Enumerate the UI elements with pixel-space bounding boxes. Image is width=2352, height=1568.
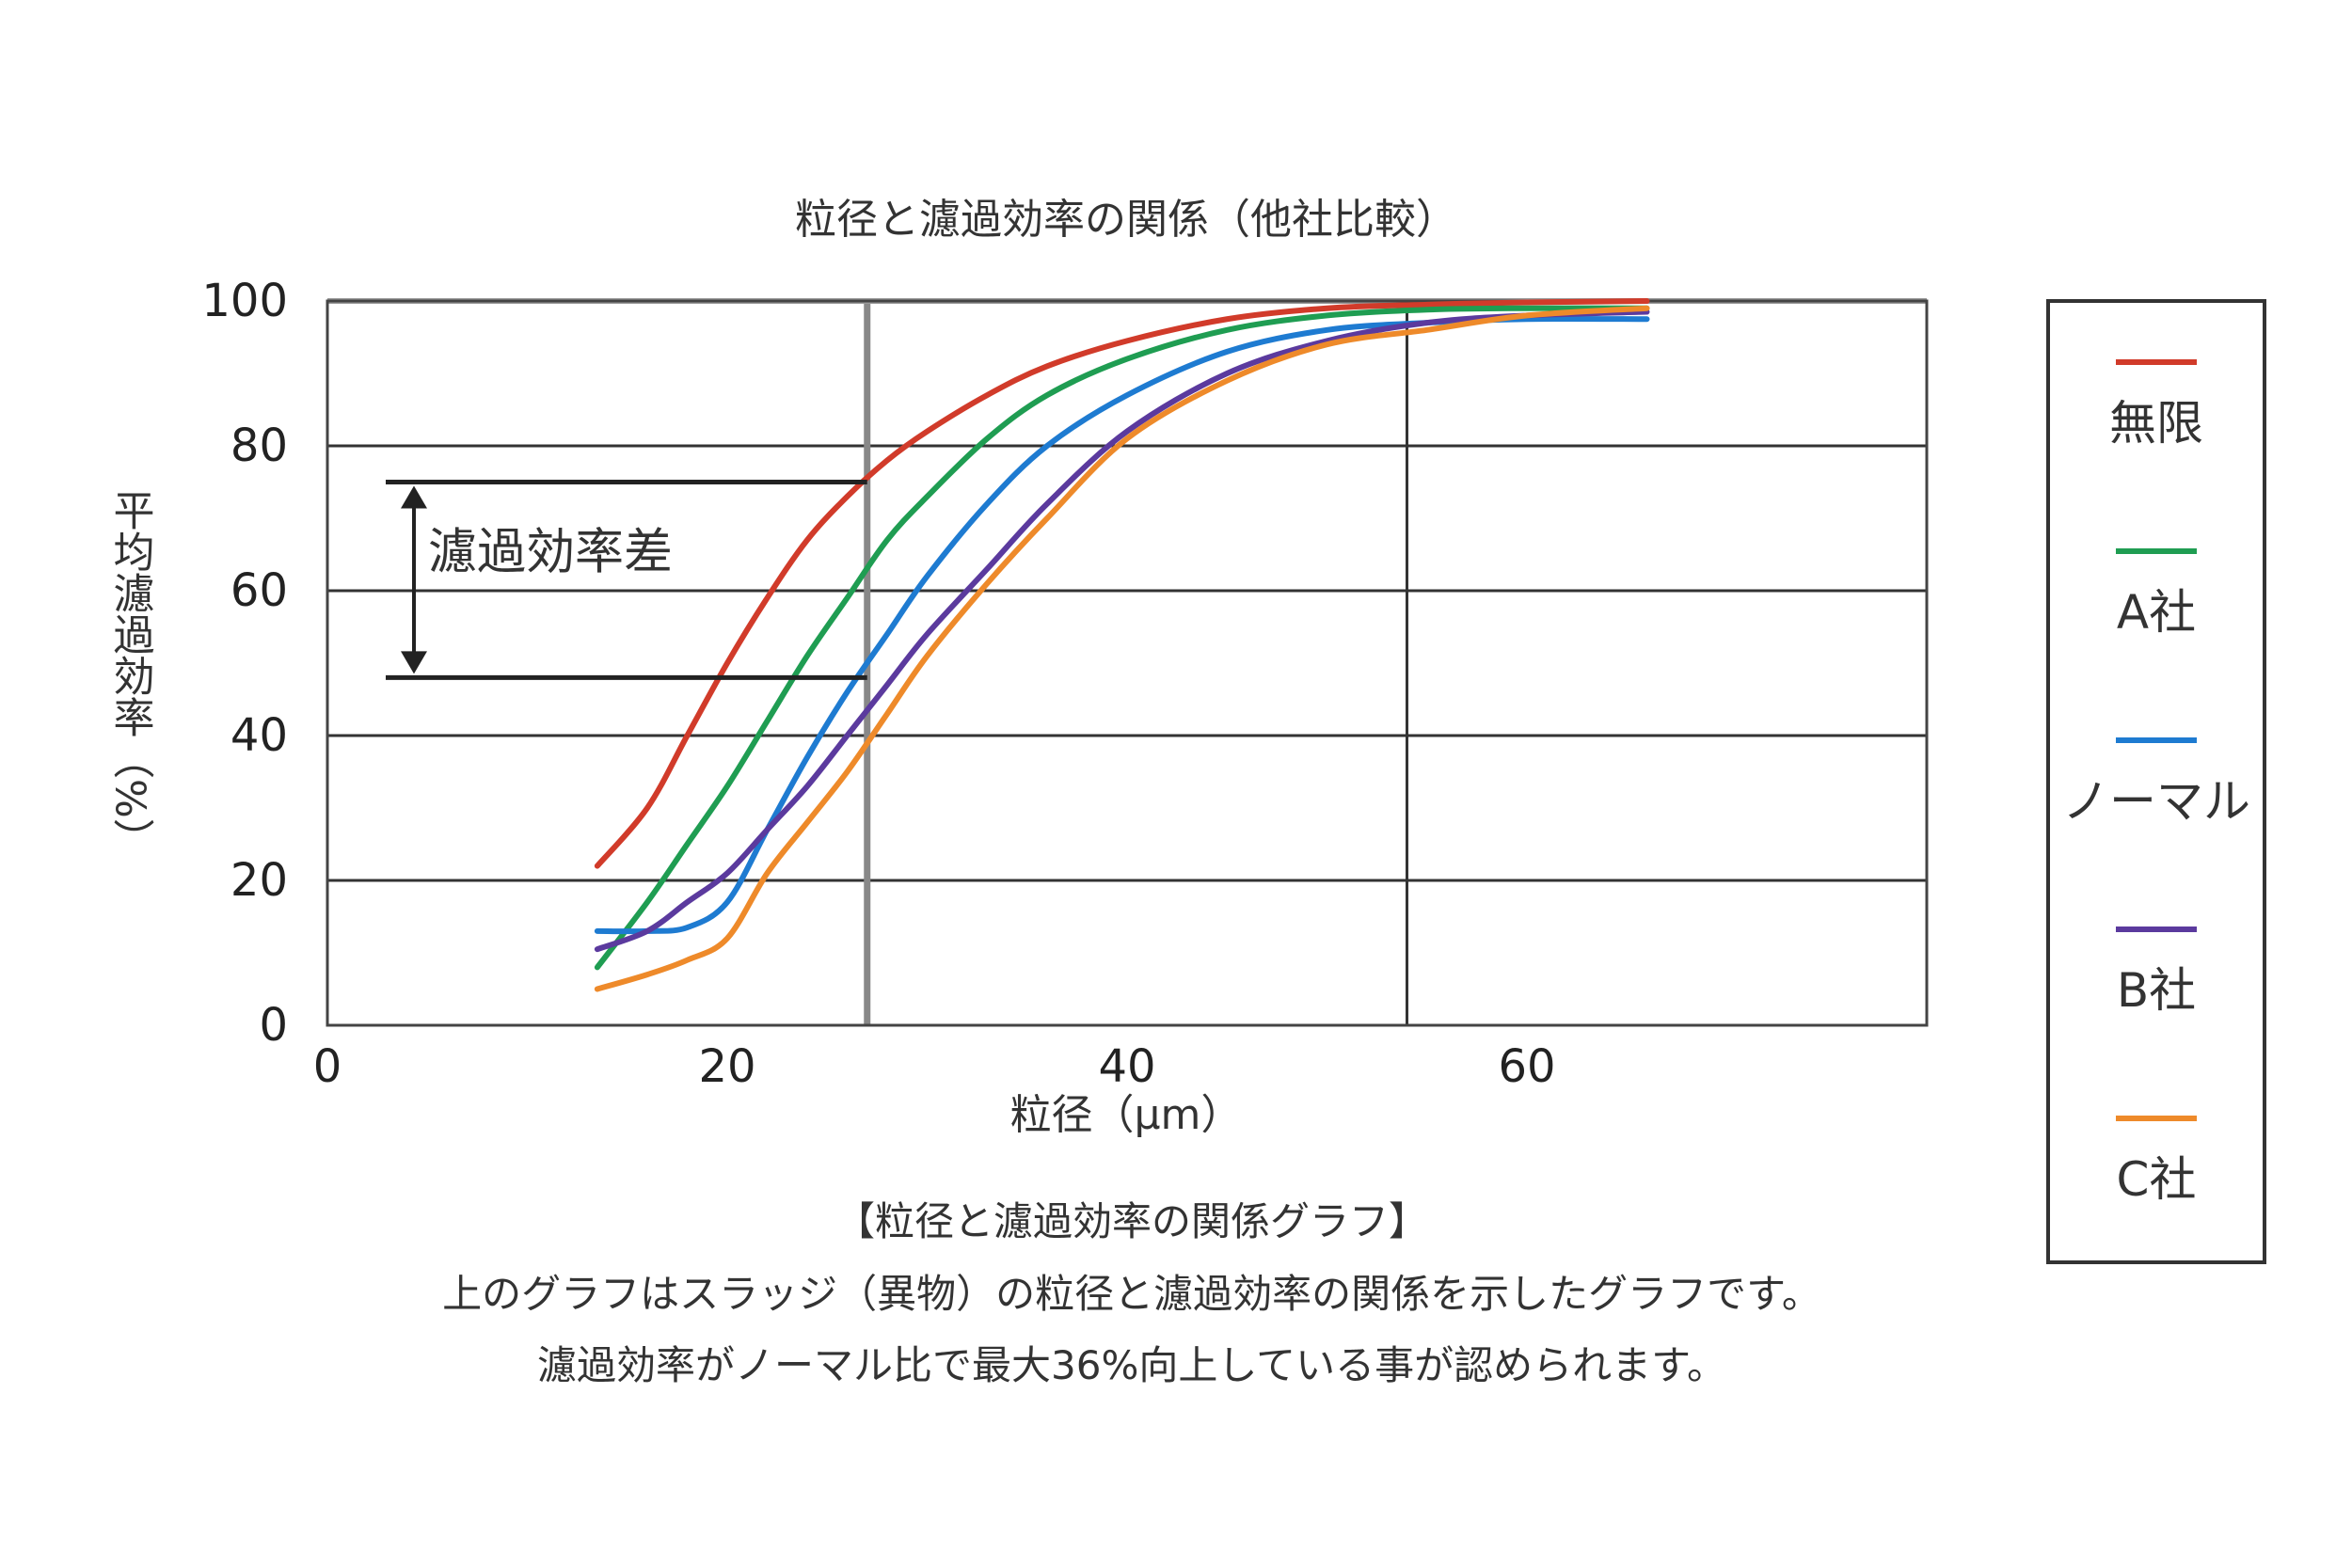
y-tick-label: 0 <box>259 999 288 1052</box>
series-line-C社 <box>594 305 1650 992</box>
legend-item: ノーマル <box>2050 737 2263 832</box>
series-line-A社 <box>594 305 1650 971</box>
legend-label: ノーマル <box>2062 774 2250 829</box>
legend-label: 無限 <box>2109 396 2203 451</box>
annotation-label: 濾過効率差 <box>428 524 673 580</box>
series-line-B社 <box>594 309 1650 953</box>
legend: 無限 A社ノーマル B社 C社 <box>2046 299 2266 1264</box>
y-tick-label: 40 <box>230 709 288 762</box>
legend-label: B社 <box>2116 963 2197 1018</box>
y-tick-label: 80 <box>230 420 288 472</box>
legend-swatch <box>2116 548 2197 554</box>
y-axis-label: 平均濾過効率（%） <box>106 489 154 860</box>
caption-heading: 【粒径と濾過効率の関係グラフ】 <box>834 1198 1428 1244</box>
y-tick-label: 60 <box>230 564 288 617</box>
plot-background <box>327 301 1927 1025</box>
legend-swatch <box>2116 1116 2197 1121</box>
annotation-arrow-up <box>401 485 427 509</box>
legend-swatch <box>2116 927 2197 932</box>
series-line-ノーマル <box>594 315 1650 935</box>
y-tick-label: 20 <box>230 854 288 907</box>
legend-swatch <box>2116 359 2197 365</box>
annotation-arrow-down <box>401 651 427 674</box>
legend-swatch <box>2116 737 2197 743</box>
x-tick-label: 20 <box>698 1040 755 1093</box>
legend-item: B社 <box>2050 927 2263 1021</box>
x-tick-label: 60 <box>1498 1040 1555 1093</box>
x-axis-label: 粒径（μm） <box>1010 1091 1243 1139</box>
legend-item: C社 <box>2050 1116 2263 1210</box>
chart-title: 粒径と濾過効率の関係（他社比較） <box>795 196 1457 244</box>
legend-label: A社 <box>2116 585 2197 640</box>
plot-frame <box>326 299 1929 1027</box>
caption-line-2: 濾過効率がノーマル比で最大36%向上している事が認められます。 <box>537 1342 1726 1388</box>
caption-line-1: 上のグラフはスラッジ（異物）の粒径と濾過効率の関係を示したグラフです。 <box>442 1271 1821 1317</box>
x-tick-label: 0 <box>313 1040 342 1093</box>
legend-label: C社 <box>2116 1152 2197 1207</box>
legend-item: A社 <box>2050 548 2263 642</box>
legend-item: 無限 <box>2050 359 2263 453</box>
x-tick-label: 40 <box>1098 1040 1155 1093</box>
chart: 粒径と濾過効率の関係（他社比較） 0 20 40 60 80 100 0 20 40 60 濾過効率… <box>106 196 1929 1139</box>
y-tick-label: 100 <box>201 275 288 327</box>
series-line-無限 <box>594 298 1650 869</box>
